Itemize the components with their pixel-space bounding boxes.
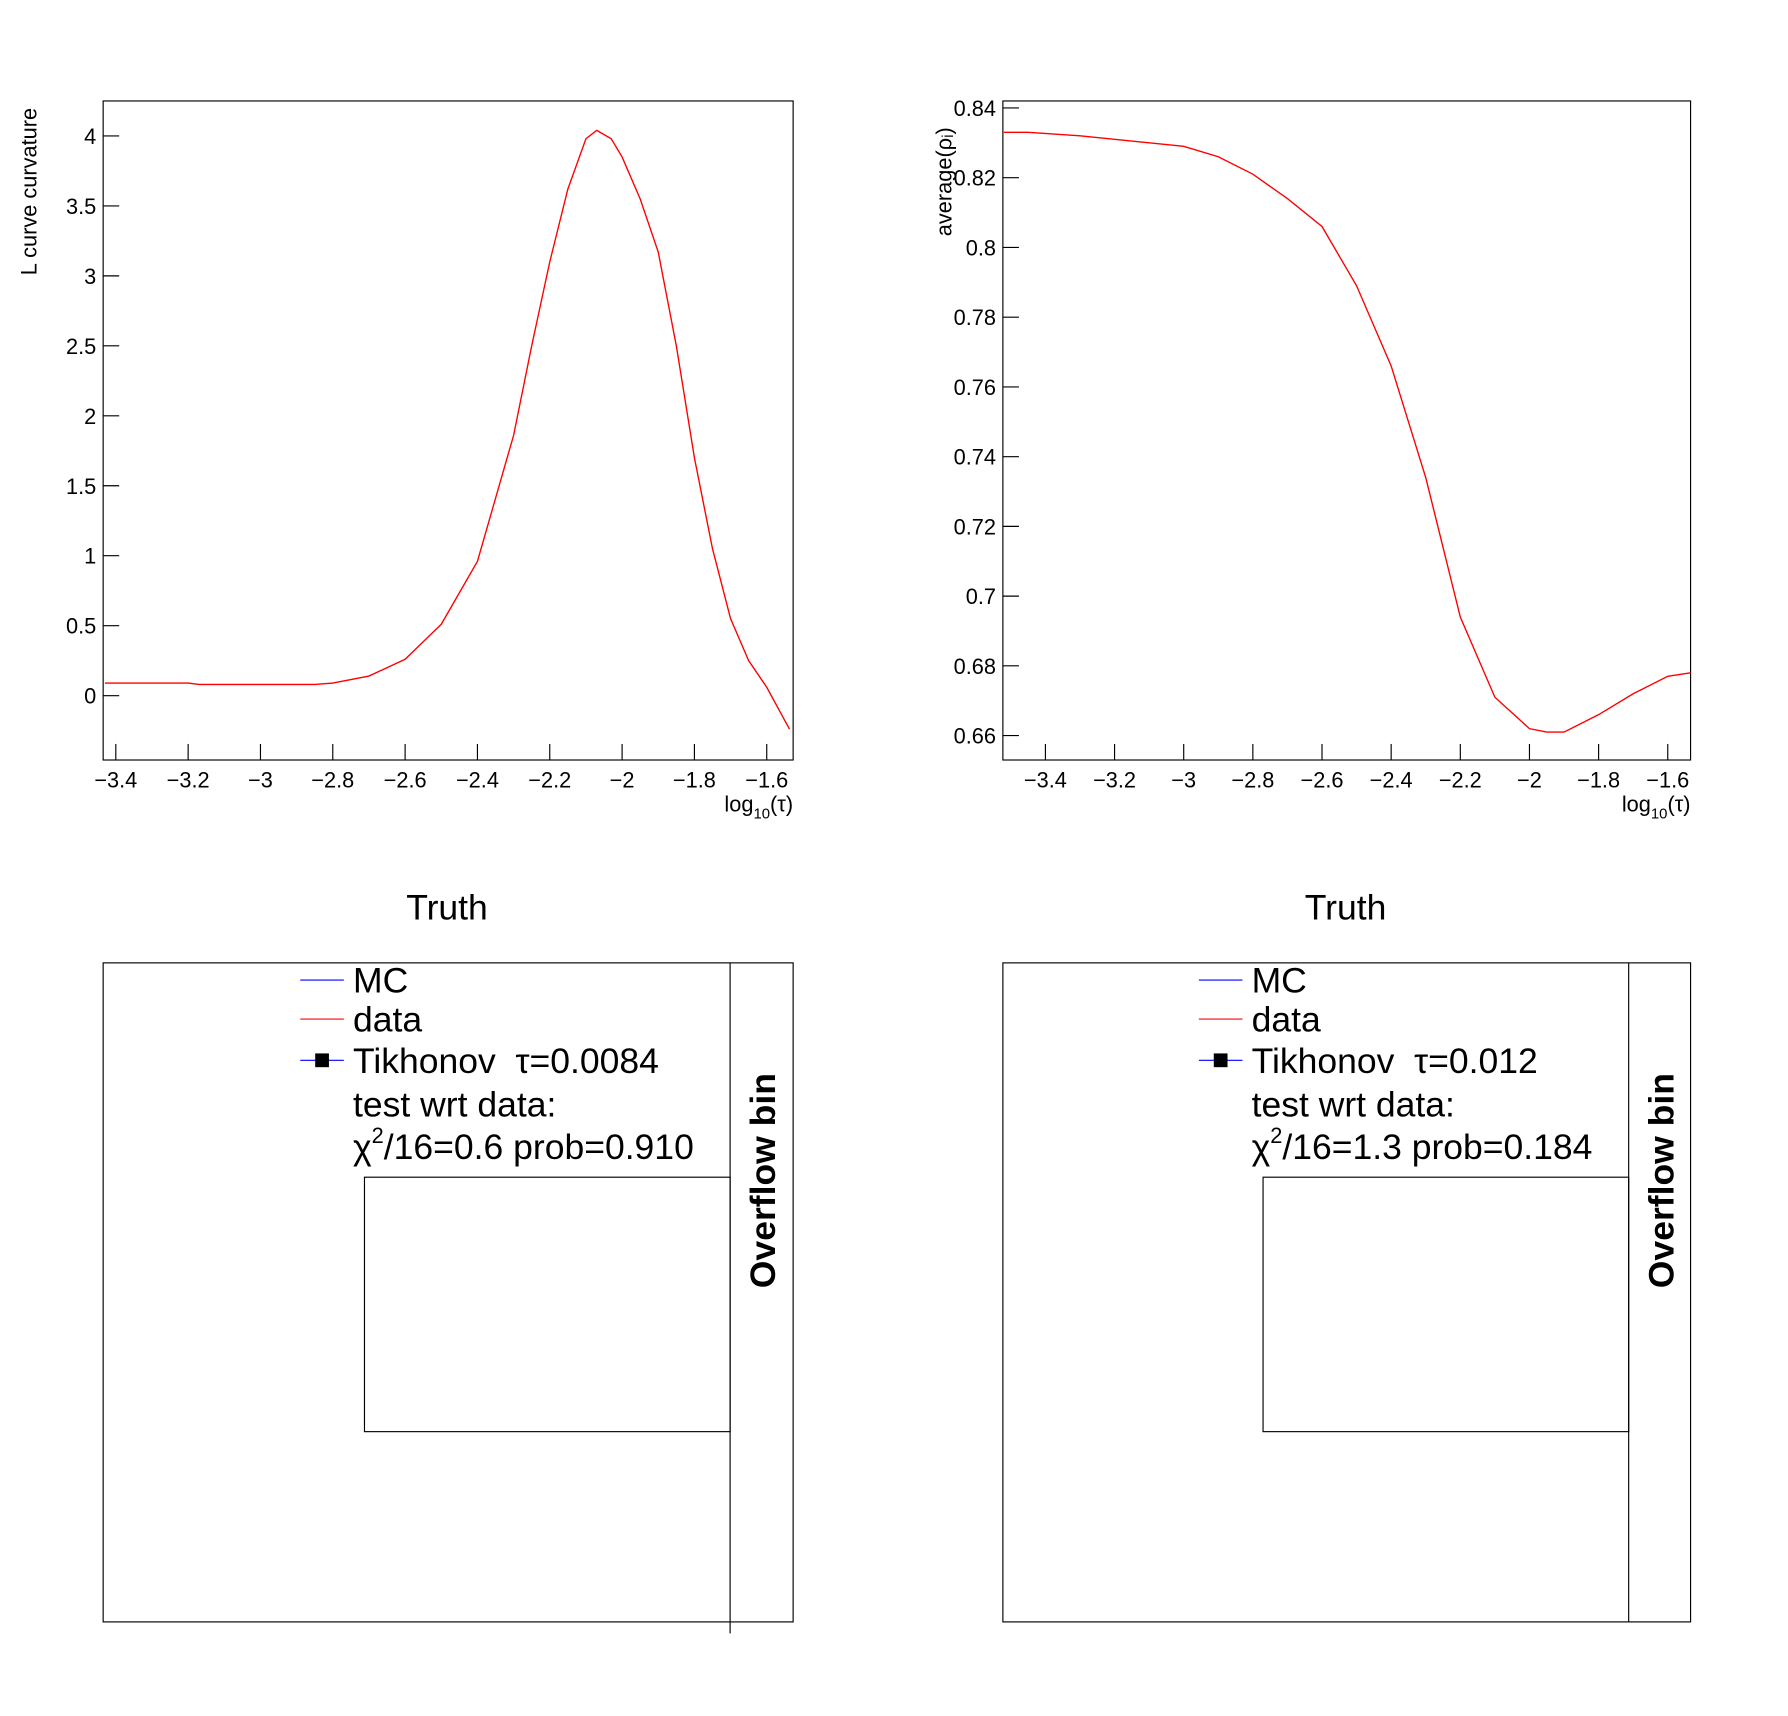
legend-label: MC	[1252, 961, 1307, 1001]
annotation: χ2/16=0.6 prob=0.910	[353, 1123, 694, 1167]
y-tick-label: 2.5	[66, 334, 96, 359]
legend-label: MC	[353, 961, 408, 1001]
x-axis-label: log10(τ)	[1622, 792, 1691, 823]
annotation: test wrt data:	[1252, 1084, 1455, 1124]
y-tick-label: 0.74	[954, 445, 996, 470]
x-tick-label: −3	[248, 768, 273, 793]
legend-marker	[1213, 1053, 1228, 1068]
x-tick-label: −1.8	[673, 768, 716, 793]
x-axis-label-part: log	[1622, 792, 1651, 817]
legend-label: Tikhonov τ=0.0084	[353, 1041, 659, 1081]
frame	[1002, 962, 1692, 1623]
overflow-label: Overflow bin	[1641, 1073, 1681, 1288]
annotation: test wrt data:	[353, 1084, 556, 1124]
annotation-part: 2	[372, 1123, 384, 1148]
y-tick-label: 1	[84, 544, 96, 569]
y-tick-label: 0.76	[954, 375, 996, 400]
x-axis-label-part: 10	[1651, 806, 1668, 822]
x-axis-label-part: 10	[753, 806, 770, 822]
annotation: χ2/16=1.3 prob=0.184	[1252, 1123, 1593, 1167]
frame	[1002, 100, 1692, 761]
x-tick-label: −1.8	[1577, 768, 1620, 793]
annotation-part: 2	[1270, 1123, 1282, 1148]
y-tick-label: 0.72	[954, 514, 996, 539]
x-tick-label: −1.6	[1646, 768, 1689, 793]
annotation-part: /16=0.6 prob=0.910	[384, 1127, 694, 1167]
x-tick-label: −2.6	[1301, 768, 1344, 793]
x-axis-label-part: (τ)	[770, 792, 793, 817]
y-axis-label: average(ρᵢ)	[931, 127, 956, 236]
y-tick-label: 3	[84, 264, 96, 289]
frame	[102, 100, 794, 761]
x-tick-label: −2	[610, 768, 635, 793]
x-axis-label-part: (τ)	[1667, 792, 1690, 817]
x-tick-label: −2.2	[1439, 768, 1482, 793]
legend-marker	[315, 1053, 329, 1068]
panel-title: Truth	[406, 887, 488, 927]
x-tick-label: −3.2	[1093, 768, 1136, 793]
x-tick-label: −3	[1171, 768, 1196, 793]
y-tick-label: 3.5	[66, 194, 96, 219]
x-tick-label: −2.8	[1231, 768, 1274, 793]
y-tick-label: 0.8	[966, 235, 996, 260]
y-tick-label: 0	[84, 684, 96, 709]
annotation-part: χ	[353, 1127, 372, 1167]
data-line	[1003, 131, 1691, 733]
x-axis-label-part: log	[724, 792, 753, 817]
y-tick-label: 0.68	[954, 654, 996, 679]
x-tick-label: −2.4	[1370, 768, 1413, 793]
annotation-part: χ	[1252, 1127, 1271, 1167]
y-tick-label: 0.84	[954, 96, 996, 121]
y-tick-label: 0.78	[954, 305, 996, 330]
y-tick-label: 0.66	[954, 724, 996, 749]
y-tick-label: 4	[84, 124, 96, 149]
inner-box	[1262, 1176, 1630, 1433]
frame	[102, 962, 794, 1623]
legend-label: data	[353, 1000, 422, 1040]
data-line	[104, 129, 791, 730]
x-tick-label: −3.4	[1024, 768, 1067, 793]
x-tick-label: −2.4	[456, 768, 499, 793]
overflow-label: Overflow bin	[743, 1073, 783, 1288]
x-tick-label: −2.6	[384, 768, 427, 793]
annotation-part: /16=1.3 prob=0.184	[1282, 1127, 1592, 1167]
clip-group: average(ρᵢ)	[931, 127, 956, 236]
legend-label: data	[1252, 1000, 1321, 1040]
y-tick-label: 0.82	[954, 166, 996, 191]
panel-title: Truth	[1305, 887, 1387, 927]
y-tick-label: 0.5	[66, 614, 96, 639]
inner-box	[363, 1176, 731, 1433]
x-tick-label: −2.8	[311, 768, 354, 793]
x-tick-label: −3.4	[94, 768, 137, 793]
y-axis-label: L curve curvature	[17, 108, 42, 275]
x-tick-label: −2	[1517, 768, 1542, 793]
y-tick-label: 2	[84, 404, 96, 429]
x-tick-label: −2.2	[528, 768, 571, 793]
x-axis-label: log10(τ)	[724, 792, 793, 823]
x-tick-label: −3.2	[167, 768, 210, 793]
x-tick-label: −1.6	[745, 768, 788, 793]
y-tick-label: 1.5	[66, 474, 96, 499]
y-tick-label: 0.7	[966, 584, 996, 609]
legend-label: Tikhonov τ=0.012	[1252, 1041, 1538, 1081]
